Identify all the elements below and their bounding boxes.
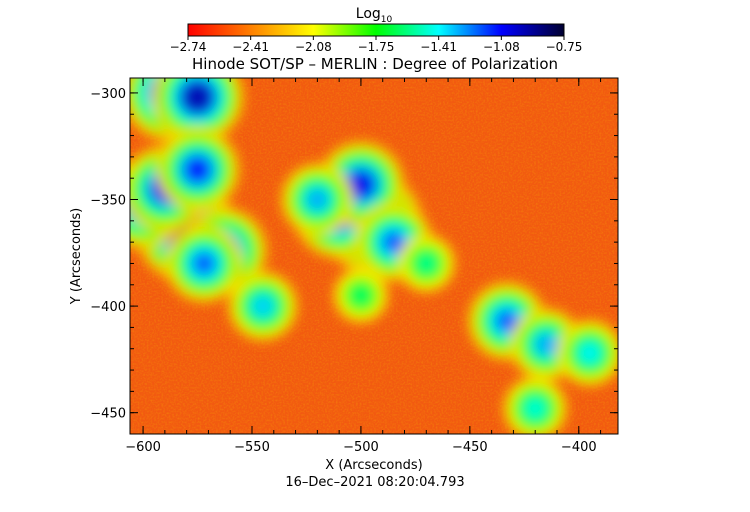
x-tick-label: −400 <box>561 440 597 455</box>
y-tick-label: −350 <box>90 194 126 209</box>
heatmap-feature <box>184 156 211 183</box>
y-tick-label: −300 <box>90 87 126 102</box>
y-tick-label: −400 <box>90 300 126 315</box>
colorbar-tick-label: −2.08 <box>295 40 332 54</box>
heatmap-feature <box>534 333 558 356</box>
x-tick-label: −550 <box>234 440 270 455</box>
colorbar-fill <box>187 23 565 37</box>
heatmap-feature <box>182 82 213 112</box>
heatmap-feature <box>347 170 375 199</box>
colorbar-tick-label: −0.75 <box>546 40 583 54</box>
heatmap-feature <box>525 398 546 419</box>
chart-title: Hinode SOT/SP – MERLIN : Degree of Polar… <box>192 55 558 73</box>
y-axis-label: Y (Arcseconds) <box>69 208 84 305</box>
colorbar-tick-label: −2.41 <box>232 40 269 54</box>
timestamp: 16–Dec–2021 08:20:04.793 <box>285 475 464 490</box>
y-axis: −300 −350 −400 −450 <box>90 87 618 422</box>
colorbar-tick-label: −2.74 <box>170 40 207 54</box>
plot-frame <box>129 77 619 435</box>
colorbar: −2.74 −2.41 −2.08 −1.75 −1.41 −1.08 −0.75 <box>170 23 583 54</box>
x-axis: −600 −550 −500 −450 −400 <box>125 78 602 455</box>
heatmap-feature <box>191 251 217 276</box>
heatmap-feature <box>381 229 406 255</box>
x-tick-label: −600 <box>125 440 161 455</box>
heatmap-feature <box>579 342 601 364</box>
colorbar-tick-label: −1.75 <box>358 40 395 54</box>
heatmap-feature <box>251 295 274 318</box>
x-tick-label: −500 <box>343 440 379 455</box>
heatmap-feature <box>352 286 370 305</box>
x-tick-label: −450 <box>452 440 488 455</box>
heatmap-feature <box>417 254 436 273</box>
heatmap-feature <box>305 188 329 211</box>
heatmap-features <box>130 78 618 434</box>
heatmap-feature <box>494 308 520 334</box>
x-axis-label: X (Arcseconds) <box>325 458 422 473</box>
colorbar-tick-label: −1.08 <box>483 40 520 54</box>
plot-area <box>130 78 618 434</box>
colorbar-tick-label: −1.41 <box>420 40 457 54</box>
y-tick-label: −450 <box>90 407 126 422</box>
colorbar-ticks: −2.74 −2.41 −2.08 −1.75 −1.41 −1.08 −0.75 <box>170 36 583 54</box>
colorbar-label: Log10 <box>356 6 393 25</box>
